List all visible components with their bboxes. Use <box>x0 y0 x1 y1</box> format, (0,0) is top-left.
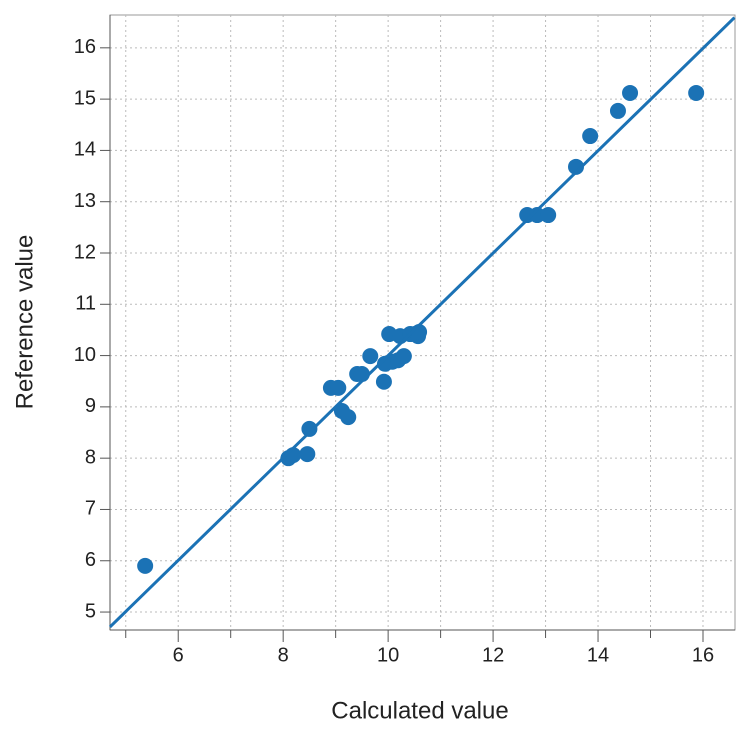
x-tick-label: 10 <box>377 644 399 666</box>
data-point <box>688 84 705 101</box>
data-point <box>567 158 584 175</box>
fit-line <box>108 16 736 628</box>
data-point <box>609 102 626 119</box>
y-tick-label: 9 <box>85 395 96 417</box>
x-axis-label: Calculated value <box>331 697 508 724</box>
data-point <box>137 557 154 574</box>
data-point <box>301 420 318 437</box>
data-point <box>330 379 347 396</box>
x-tick-label: 12 <box>482 644 504 666</box>
data-point <box>529 207 546 224</box>
y-tick-label: 7 <box>85 498 96 520</box>
data-point <box>362 348 379 365</box>
y-tick-label: 14 <box>74 139 96 161</box>
data-point <box>395 348 412 365</box>
data-point <box>622 84 639 101</box>
y-tick-label: 16 <box>74 36 96 58</box>
data-point <box>540 207 557 224</box>
x-tick-label: 16 <box>692 644 714 666</box>
x-tick-label: 8 <box>278 644 289 666</box>
x-tick-label: 6 <box>173 644 184 666</box>
y-axis-label: Reference value <box>11 235 38 410</box>
y-tick-label: 15 <box>74 87 96 109</box>
data-point <box>340 409 357 426</box>
y-tick-label: 5 <box>85 600 96 622</box>
y-tick-label: 13 <box>74 190 96 212</box>
y-tick-label: 10 <box>74 344 96 366</box>
y-tick-label: 6 <box>85 549 96 571</box>
x-tick-label: 14 <box>587 644 609 666</box>
y-tick-label: 8 <box>85 446 96 468</box>
data-point <box>299 446 316 463</box>
y-tick-label: 12 <box>74 241 96 263</box>
y-tick-label: 11 <box>75 293 96 315</box>
data-point <box>375 373 392 390</box>
data-point <box>582 128 599 145</box>
